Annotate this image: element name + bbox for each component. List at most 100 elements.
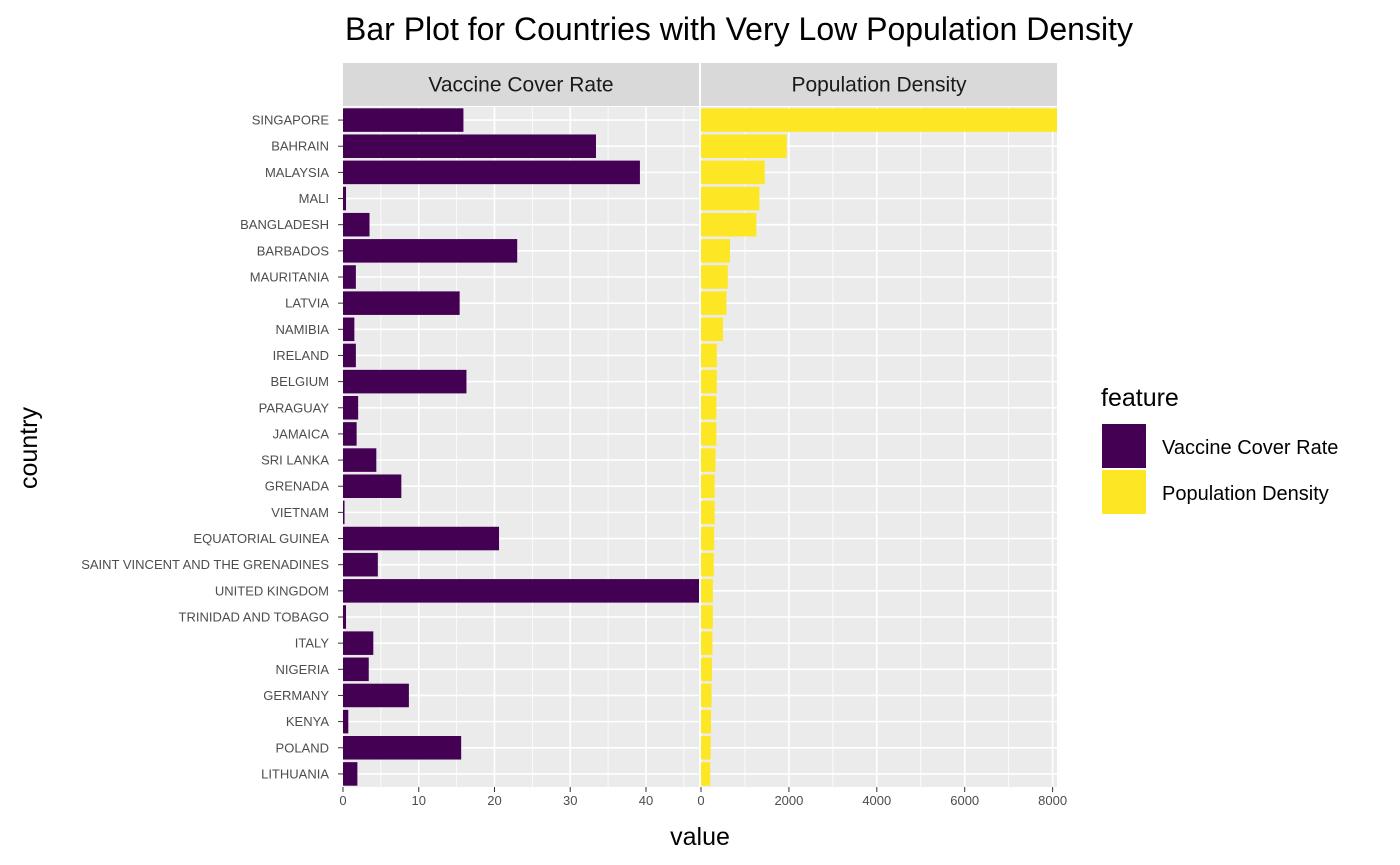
y-tick-label-belgium: BELGIUM: [270, 374, 329, 389]
y-tick-label-ireland: IRELAND: [273, 348, 329, 363]
bar-trinidad-and-tobago-vaccine-cover-rate: [343, 605, 347, 629]
bar-singapore-vaccine-cover-rate: [343, 108, 464, 132]
bar-saint-vincent-and-the-grenadines-vaccine-cover-rate: [343, 552, 378, 577]
legend-swatch-vaccine-cover-rate: [1102, 424, 1146, 468]
panel-background-vaccine-cover-rate: [343, 107, 699, 787]
y-tick-label-grenada: GRENADA: [265, 479, 330, 494]
bar-mali-population-density: [701, 186, 760, 211]
y-tick-label-kenya: KENYA: [286, 714, 329, 729]
bar-vietnam-population-density: [701, 500, 715, 525]
y-tick-label-saint-vincent-and-the-grenadines: SAINT VINCENT AND THE GRENADINES: [81, 557, 329, 572]
bar-lithuania-vaccine-cover-rate: [343, 762, 358, 786]
strip-population-density: [701, 63, 1057, 106]
bar-malaysia-population-density: [701, 160, 765, 185]
y-tick-label-mali: MALI: [299, 191, 329, 206]
bar-jamaica-population-density: [701, 422, 717, 446]
bar-equatorial-guinea-vaccine-cover-rate: [343, 526, 500, 551]
y-tick-label-lithuania: LITHUANIA: [261, 766, 329, 781]
bar-united-kingdom-population-density: [701, 579, 713, 603]
bar-barbados-vaccine-cover-rate: [343, 239, 518, 263]
y-tick-label-sri-lanka: SRI LANKA: [261, 453, 329, 468]
bar-grenada-population-density: [701, 474, 715, 498]
bar-grenada-vaccine-cover-rate: [343, 474, 402, 498]
y-tick-label-barbados: BARBADOS: [257, 243, 330, 258]
bar-mauritania-vaccine-cover-rate: [343, 265, 356, 289]
bar-paraguay-vaccine-cover-rate: [343, 396, 359, 420]
bar-paraguay-population-density: [701, 396, 717, 420]
bar-bahrain-population-density: [701, 134, 787, 158]
y-tick-label-poland: POLAND: [276, 740, 329, 755]
bar-namibia-vaccine-cover-rate: [343, 317, 355, 342]
panel-population-density: Population Density 0 2000 4000 6000 8000: [697, 63, 1067, 808]
bar-united-kingdom-vaccine-cover-rate: [343, 579, 699, 603]
x-tick-label: 10: [412, 793, 426, 808]
y-tick-label-trinidad-and-tobago: TRINIDAD AND TOBAGO: [179, 610, 330, 625]
bar-kenya-vaccine-cover-rate: [343, 709, 349, 734]
chart-title: Bar Plot for Countries with Very Low Pop…: [345, 11, 1133, 47]
bar-vietnam-vaccine-cover-rate: [343, 500, 345, 525]
panel-background-population-density: [701, 107, 1057, 787]
bar-latvia-population-density: [701, 291, 727, 315]
y-tick-label-singapore: SINGAPORE: [252, 113, 330, 128]
facet-panels: Vaccine Cover Rate 0 10 20 30 40 Population De…: [339, 63, 1067, 808]
legend-label-vaccine-cover-rate: Vaccine Cover Rate: [1162, 437, 1338, 459]
y-tick-label-bangladesh: BANGLADESH: [240, 217, 329, 232]
bar-italy-vaccine-cover-rate: [343, 631, 374, 655]
y-axis-title: country: [15, 407, 43, 489]
bar-malaysia-vaccine-cover-rate: [343, 160, 640, 185]
legend-swatch-population-density: [1102, 470, 1146, 514]
y-tick-label-italy: ITALY: [295, 636, 330, 651]
bar-namibia-population-density: [701, 317, 723, 342]
category-labels: SINGAPORE BAHRAIN MALAYSIA MALI BANGLADESH BA…: [81, 113, 343, 781]
y-tick-label-malaysia: MALAYSIA: [265, 165, 329, 180]
bar-poland-vaccine-cover-rate: [343, 736, 462, 760]
bar-ireland-vaccine-cover-rate: [343, 343, 356, 368]
bar-belgium-population-density: [701, 369, 717, 394]
legend: feature Vaccine Cover Rate Population De…: [1101, 384, 1338, 514]
y-tick-label-germany: GERMANY: [263, 688, 329, 703]
x-axis-title: value: [670, 823, 730, 851]
bar-trinidad-and-tobago-population-density: [701, 605, 713, 629]
bar-germany-population-density: [701, 683, 712, 708]
y-tick-label-bahrain: BAHRAIN: [271, 139, 329, 154]
x-tick-label: 0: [697, 793, 704, 808]
x-tick-label: 30: [563, 793, 577, 808]
y-tick-label-vietnam: VIETNAM: [271, 505, 329, 520]
bar-jamaica-vaccine-cover-rate: [343, 422, 357, 446]
bar-kenya-population-density: [701, 709, 712, 734]
bar-bangladesh-population-density: [701, 212, 757, 237]
bar-lithuania-population-density: [701, 762, 711, 786]
strip-vaccine-cover-rate: [343, 63, 699, 106]
bar-equatorial-guinea-population-density: [701, 526, 715, 551]
y-tick-label-mauritania: MAURITANIA: [250, 270, 330, 285]
x-tick-label: 4000: [862, 793, 891, 808]
bar-germany-vaccine-cover-rate: [343, 683, 409, 708]
x-tick-label: 20: [487, 793, 501, 808]
bar-bangladesh-vaccine-cover-rate: [343, 212, 370, 237]
legend-title: feature: [1101, 384, 1179, 412]
x-tick-label: 8000: [1038, 793, 1067, 808]
bar-belgium-vaccine-cover-rate: [343, 369, 467, 394]
bar-mali-vaccine-cover-rate: [343, 186, 347, 211]
strip-label-population-density: Population Density: [791, 74, 967, 97]
y-tick-label-paraguay: PARAGUAY: [259, 400, 330, 415]
bar-ireland-population-density: [701, 343, 717, 368]
x-tick-label: 40: [639, 793, 653, 808]
bar-barbados-population-density: [701, 239, 731, 263]
bar-sri-lanka-population-density: [701, 448, 716, 472]
y-tick-label-nigeria: NIGERIA: [276, 662, 330, 677]
bar-sri-lanka-vaccine-cover-rate: [343, 448, 377, 472]
strip-label-vaccine-cover-rate: Vaccine Cover Rate: [428, 74, 613, 97]
bar-nigeria-population-density: [701, 657, 712, 682]
x-tick-label: 2000: [774, 793, 803, 808]
bar-italy-population-density: [701, 631, 713, 655]
panel-vaccine-cover-rate: Vaccine Cover Rate 0 10 20 30 40: [339, 63, 699, 808]
y-tick-label-jamaica: JAMAICA: [273, 426, 330, 441]
bar-nigeria-vaccine-cover-rate: [343, 657, 369, 682]
y-tick-label-namibia: NAMIBIA: [276, 322, 330, 337]
bar-mauritania-population-density: [701, 265, 728, 289]
y-tick-label-equatorial-guinea: EQUATORIAL GUINEA: [193, 531, 329, 546]
bar-bahrain-vaccine-cover-rate: [343, 134, 596, 158]
y-tick-label-latvia: LATVIA: [285, 296, 329, 311]
